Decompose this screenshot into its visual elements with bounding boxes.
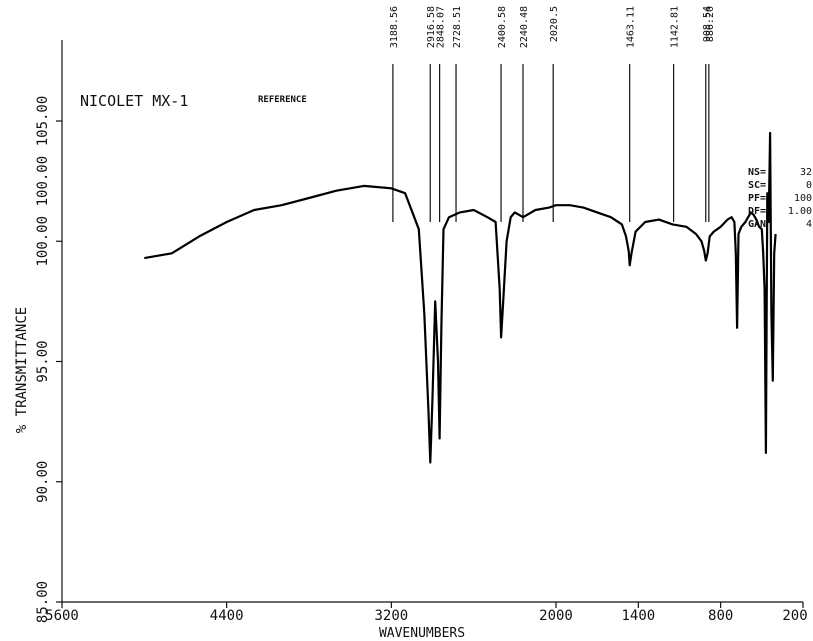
peak-label: 2916.58 <box>426 6 437 48</box>
spectrum-trace <box>144 131 777 464</box>
y-tick-label: 90.00 <box>35 461 51 503</box>
y-axis-title: % TRANSMITTANCE <box>14 307 30 433</box>
y-tick-label: 100.00 <box>35 216 51 267</box>
param-label: GAN <box>748 219 766 230</box>
param-label: SC= <box>748 180 766 191</box>
x-tick-label: 1400 <box>621 608 655 624</box>
x-tick-label: 5600 <box>45 608 79 624</box>
param-value: 1.00 <box>788 206 812 217</box>
peak-label: 2728.51 <box>452 6 463 48</box>
mode-label: REFERENCE <box>258 95 307 105</box>
x-tick-label: 3200 <box>374 608 408 624</box>
peak-label: 2020.5 <box>549 6 560 42</box>
param-value: 32 <box>800 167 812 178</box>
param-value: 4 <box>806 219 812 230</box>
y-tick-label: 85.00 <box>35 581 51 623</box>
acquisition-params: NS= 32 SC= 0 PF= 100 DF= 1.00 GAN 4 <box>748 167 812 230</box>
y-tick-label: 105.00 <box>35 96 51 147</box>
instrument-title: NICOLET MX-1 <box>80 92 188 110</box>
x-axis-title: WAVENUMBERS <box>379 626 465 641</box>
peak-label: 1142.81 <box>670 6 681 48</box>
peak-label: 2848.07 <box>436 6 447 48</box>
peak-label: 908.54 <box>702 6 713 42</box>
spectrum-line <box>144 131 777 464</box>
x-axis-ticks: 5600 4400 3200 2000 1400 800 200 <box>45 602 808 624</box>
x-tick-label: 800 <box>708 608 733 624</box>
peak-label: 2240.48 <box>519 6 530 48</box>
x-tick-label: 4400 <box>210 608 244 624</box>
param-label: DF= <box>748 206 766 217</box>
peak-label: 3188.56 <box>389 6 400 48</box>
y-tick-label: 95.00 <box>35 340 51 382</box>
peak-label: 886.20 <box>705 6 716 42</box>
peak-label: 2400.58 <box>497 6 508 48</box>
y-axis-ticks: 85.00 90.00 95.00 100.00 105.00 100.00 <box>35 96 62 623</box>
param-label: NS= <box>748 167 766 178</box>
y-tick-label: 100.00 <box>35 156 51 207</box>
x-tick-label: 200 <box>782 608 807 624</box>
param-label: PF= <box>748 193 766 204</box>
peak-label: 1463.11 <box>626 6 637 48</box>
param-value: 0 <box>806 180 812 191</box>
param-value: 100 <box>794 193 812 204</box>
x-tick-label: 2000 <box>539 608 573 624</box>
